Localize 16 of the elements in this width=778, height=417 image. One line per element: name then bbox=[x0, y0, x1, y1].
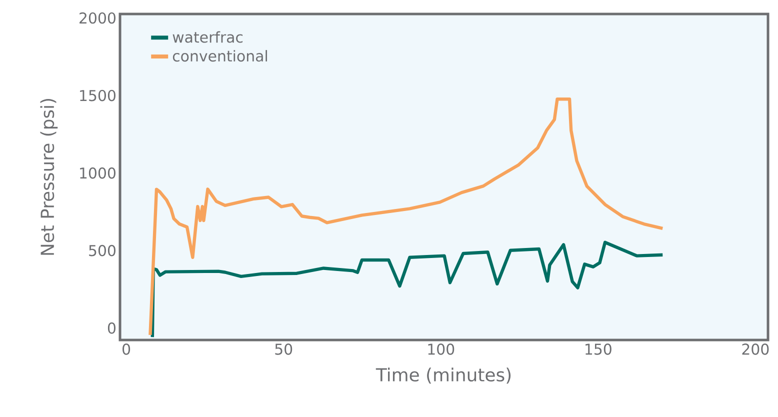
x-tick-label: 0 bbox=[122, 344, 130, 355]
y-tick-label: 1500 bbox=[80, 90, 116, 102]
x-axis-title: Time (minutes) bbox=[376, 368, 511, 384]
x-tick-label: 150 bbox=[586, 344, 612, 355]
x-tick-label: 100 bbox=[428, 344, 454, 355]
y-tick-label: 0 bbox=[108, 322, 116, 334]
legend-label: waterfrac bbox=[172, 31, 243, 43]
x-tick-label: 50 bbox=[275, 344, 292, 355]
line-series bbox=[148, 98, 664, 336]
y-tick-label: 500 bbox=[89, 244, 116, 256]
x-tick-label: 200 bbox=[742, 344, 769, 355]
y-axis-title: Net Pressure (psi) bbox=[40, 98, 58, 255]
legend-label: conventional bbox=[172, 50, 268, 62]
y-tick-label: 2000 bbox=[80, 12, 116, 24]
y-tick-label: 1000 bbox=[80, 167, 116, 179]
line-series bbox=[150, 240, 664, 339]
